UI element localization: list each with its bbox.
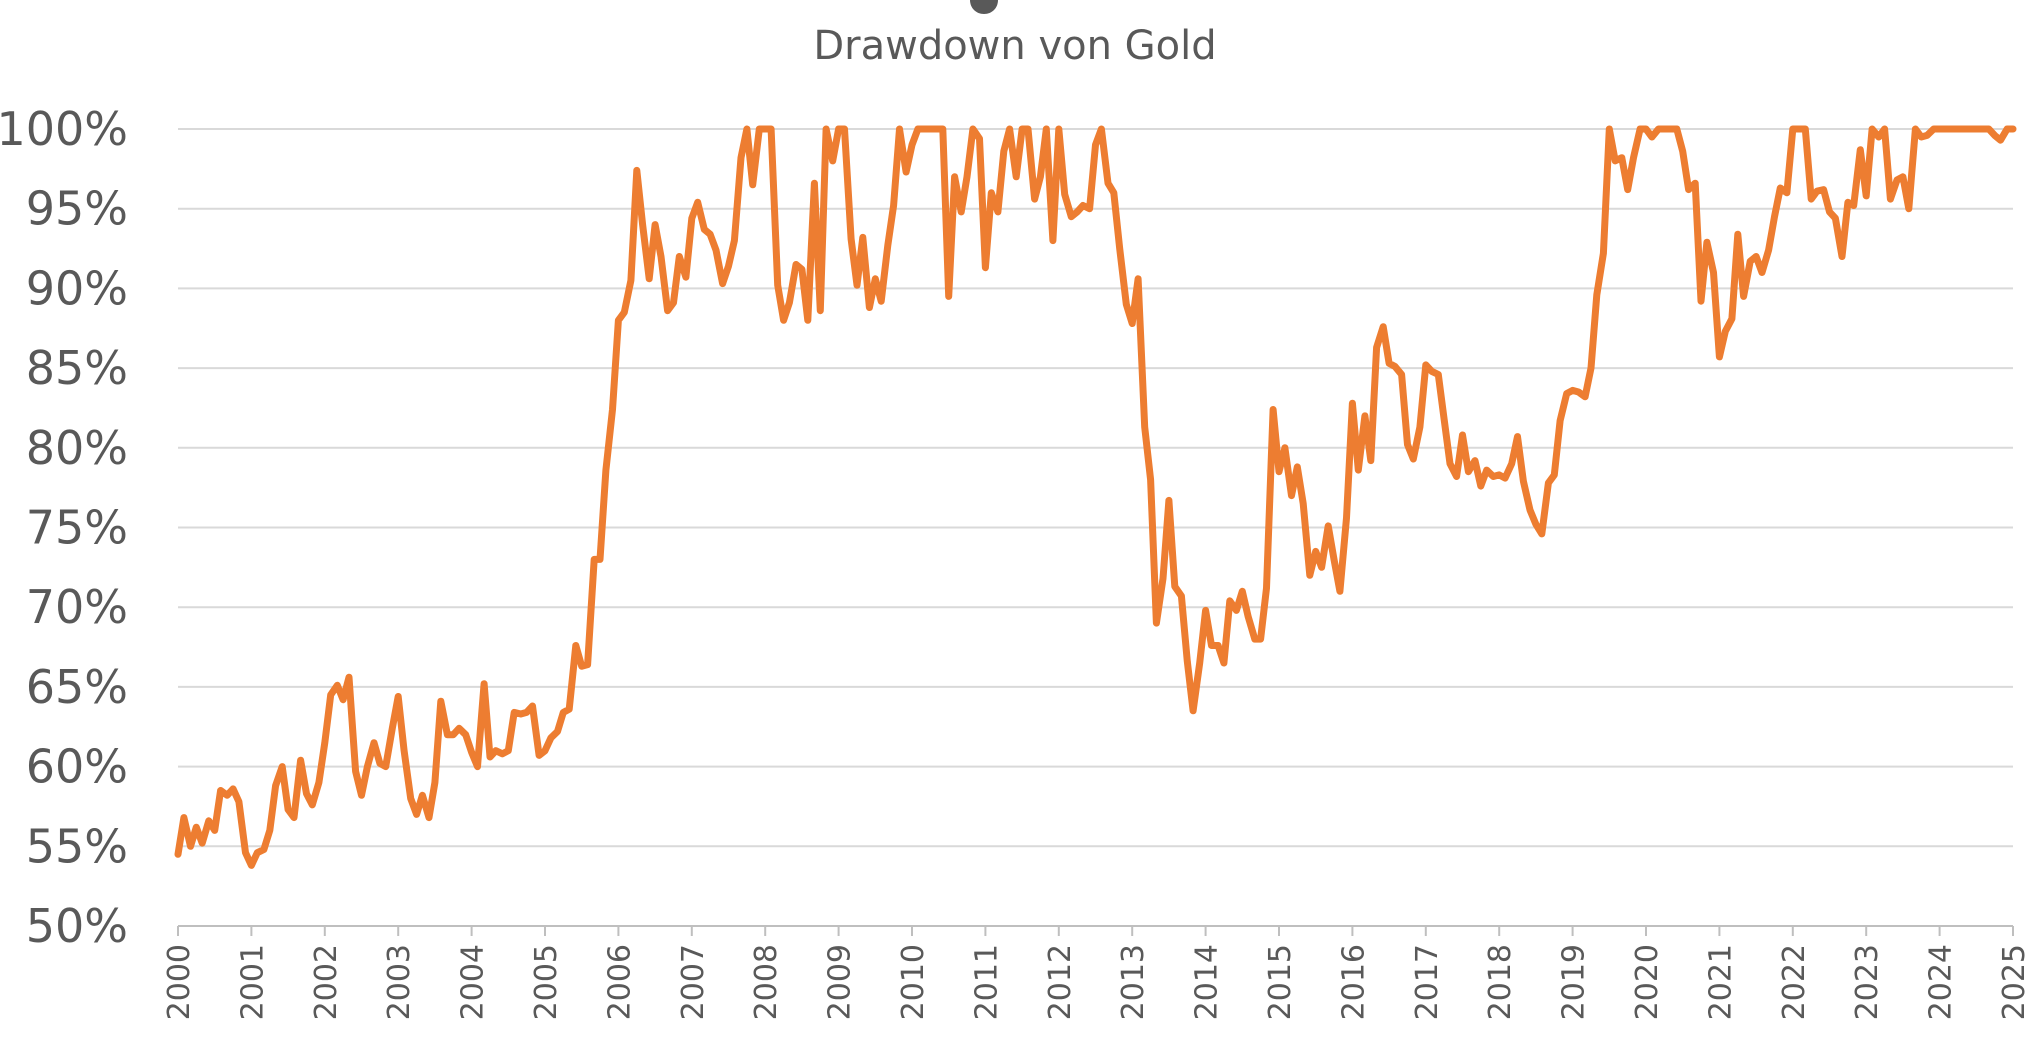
x-tick-label: 2000: [162, 944, 197, 1020]
x-tick-label: 2021: [1703, 944, 1738, 1020]
x-tick-label: 2014: [1190, 944, 1225, 1020]
x-tick-label: 2012: [1043, 944, 1078, 1020]
y-tick-label: 85%: [26, 341, 128, 395]
x-tick-label: 2006: [602, 944, 637, 1020]
x-axis-tick-labels: 2000 2001 2002 2003 2004 2005 2006 2007 2008 2009…: [162, 944, 2030, 1020]
x-tick-label: 2019: [1557, 944, 1592, 1020]
y-axis-tick-labels: 50% 55% 60% 65% 70% 75% 80% 85% 90% 95% 100%: [0, 102, 128, 953]
x-tick-label: 2008: [749, 944, 784, 1020]
x-tick-label: 2010: [896, 944, 931, 1020]
x-tick-label: 2022: [1777, 944, 1812, 1020]
y-tick-label: 60%: [26, 740, 128, 794]
y-tick-label: 50%: [26, 899, 128, 953]
x-tick-label: 2015: [1263, 944, 1298, 1020]
series-line: [174, 125, 2017, 869]
x-tick-label: 2025: [1997, 944, 2030, 1020]
title-glyph-fragment: [970, 0, 998, 14]
x-tick-label: 2023: [1850, 944, 1885, 1020]
y-tick-label: 80%: [26, 421, 128, 475]
y-tick-label: 55%: [26, 819, 128, 873]
y-tick-label: 95%: [26, 182, 128, 236]
y-tick-label: 70%: [26, 580, 128, 634]
x-tick-label: 2013: [1116, 944, 1151, 1020]
y-tick-label: 65%: [26, 660, 128, 714]
y-tick-label: 100%: [0, 102, 128, 156]
x-tick-label: 2017: [1410, 944, 1445, 1020]
y-tick-label: 75%: [26, 501, 128, 555]
x-tick-label: 2016: [1336, 944, 1371, 1020]
x-tick-label: 2007: [676, 944, 711, 1020]
x-tick-label: 2004: [456, 944, 491, 1020]
x-tick-label: 2005: [529, 944, 564, 1020]
x-tick-label: 2002: [309, 944, 344, 1020]
x-axis-tick-marks: [177, 926, 2014, 936]
x-tick-label: 2018: [1483, 944, 1518, 1020]
x-tick-label: 2011: [969, 944, 1004, 1020]
x-tick-label: 2003: [382, 944, 417, 1020]
x-tick-label: 2020: [1630, 944, 1665, 1020]
y-tick-label: 90%: [26, 261, 128, 315]
x-tick-label: 2024: [1924, 944, 1959, 1020]
series-group: [174, 125, 2017, 869]
x-tick-label: 2001: [235, 944, 270, 1020]
chart-subtitle: Drawdown von Gold: [813, 23, 1216, 69]
x-tick-label: 2009: [823, 944, 858, 1020]
